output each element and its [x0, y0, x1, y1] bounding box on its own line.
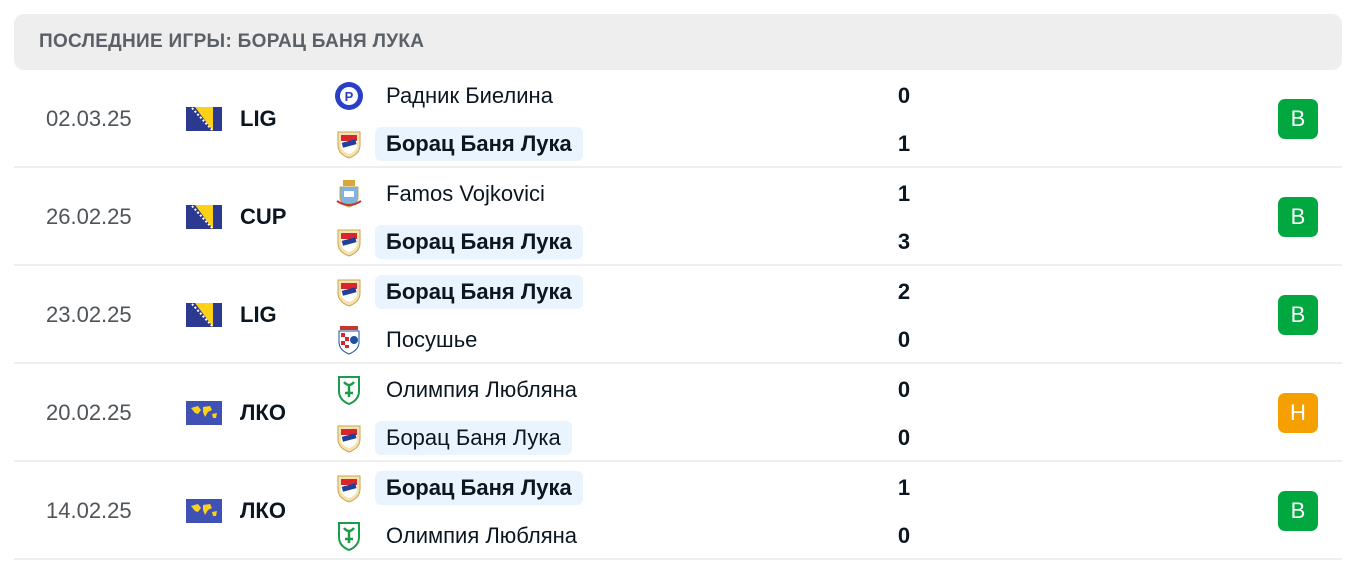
team-score: 0 — [897, 83, 911, 108]
home-team[interactable]: Борац Баня Лука 2 — [332, 272, 1232, 312]
home-team[interactable]: Борац Баня Лука 1 — [332, 468, 1232, 508]
match-date: 02.03.25 — [46, 106, 132, 131]
competition-label: ЛКО — [240, 400, 286, 425]
posusje-logo-icon — [334, 325, 364, 355]
borac-logo-icon — [334, 473, 364, 503]
bosnia-flag-icon — [186, 205, 222, 229]
away-team[interactable]: Борац Баня Лука 3 — [332, 222, 1232, 262]
team-score: 0 — [897, 425, 911, 450]
team-name: Борац Баня Лука — [375, 275, 583, 309]
team-score: 2 — [897, 279, 911, 304]
team-score: 3 — [897, 229, 911, 254]
away-team[interactable]: Борац Баня Лука 0 — [332, 418, 1232, 458]
match-date: 14.02.25 — [46, 498, 132, 523]
home-team[interactable]: Олимпия Любляна 0 — [332, 370, 1232, 410]
competition-label: ЛКО — [240, 498, 286, 523]
team-name: Олимпия Любляна — [386, 523, 578, 548]
team-name: Борац Баня Лука — [375, 127, 583, 161]
match-row[interactable]: 02.03.25 LIG P Радник Биелина 0 Борац Ба… — [14, 70, 1342, 168]
team-score: 0 — [897, 327, 911, 352]
competition-label: LIG — [240, 302, 277, 327]
home-team[interactable]: P Радник Биелина 0 — [332, 76, 1232, 116]
svg-text:P: P — [345, 89, 354, 104]
team-name: Олимпия Любляна — [386, 377, 578, 402]
radnik-logo-icon: P — [334, 81, 364, 111]
olimpija-logo-icon — [334, 375, 364, 406]
bosnia-flag-icon — [186, 107, 222, 131]
match-row[interactable]: 20.02.25 ЛКО Олимпия Любляна 0 Борац Бан… — [14, 364, 1342, 462]
section-header: ПОСЛЕДНИЕ ИГРЫ: БОРАЦ БАНЯ ЛУКА — [14, 14, 1342, 70]
world-flag-icon — [186, 401, 222, 425]
team-score: 1 — [897, 475, 911, 500]
team-name: Борац Баня Лука — [375, 225, 583, 259]
result-badge: В — [1278, 197, 1318, 237]
team-name: Борац Баня Лука — [375, 421, 572, 455]
team-score: 1 — [897, 131, 911, 156]
result-badge: Н — [1278, 393, 1318, 433]
borac-logo-icon — [334, 423, 364, 453]
borac-logo-icon — [334, 129, 364, 159]
away-team[interactable]: Олимпия Любляна 0 — [332, 516, 1232, 556]
world-flag-icon — [186, 499, 222, 523]
team-name: Famos Vojkovici — [386, 181, 545, 206]
result-badge: В — [1278, 491, 1318, 531]
olimpija-logo-icon — [334, 521, 364, 552]
team-name: Борац Баня Лука — [375, 471, 583, 505]
borac-logo-icon — [334, 227, 364, 257]
result-badge: В — [1278, 295, 1318, 335]
home-team[interactable]: Famos Vojkovici 1 — [332, 174, 1232, 214]
competition-label: CUP — [240, 204, 287, 229]
result-badge: В — [1278, 99, 1318, 139]
competition-label: LIG — [240, 106, 277, 131]
away-team[interactable]: Борац Баня Лука 1 — [332, 124, 1232, 164]
team-score: 0 — [897, 377, 911, 402]
match-row[interactable]: 14.02.25 ЛКО Борац Баня Лука 1 Олимпия Л… — [14, 462, 1342, 560]
match-row[interactable]: 23.02.25 LIG Борац Баня Лука 2 Посушье 0… — [14, 266, 1342, 364]
match-date: 23.02.25 — [46, 302, 132, 327]
match-date: 26.02.25 — [46, 204, 132, 229]
team-name: Посушье — [386, 327, 478, 352]
team-score: 0 — [897, 523, 911, 548]
team-score: 1 — [897, 181, 911, 206]
match-row[interactable]: 26.02.25 CUP Famos Vojkovici 1 Борац Бан… — [14, 168, 1342, 266]
famos-logo-icon — [334, 179, 364, 209]
borac-logo-icon — [334, 277, 364, 307]
bosnia-flag-icon — [186, 303, 222, 327]
away-team[interactable]: Посушье 0 — [332, 320, 1232, 360]
team-name: Радник Биелина — [386, 83, 553, 108]
match-date: 20.02.25 — [46, 400, 132, 425]
